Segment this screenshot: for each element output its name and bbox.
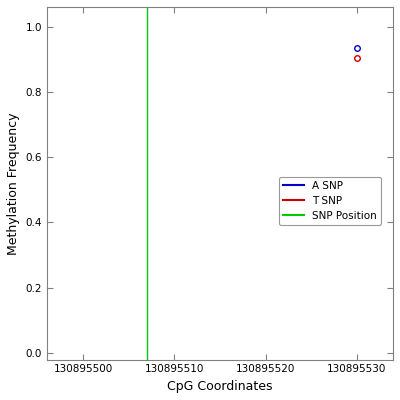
Legend: A SNP, T SNP, SNP Position: A SNP, T SNP, SNP Position [279, 176, 381, 225]
Y-axis label: Methylation Frequency: Methylation Frequency [7, 112, 20, 254]
X-axis label: CpG Coordinates: CpG Coordinates [167, 380, 273, 393]
